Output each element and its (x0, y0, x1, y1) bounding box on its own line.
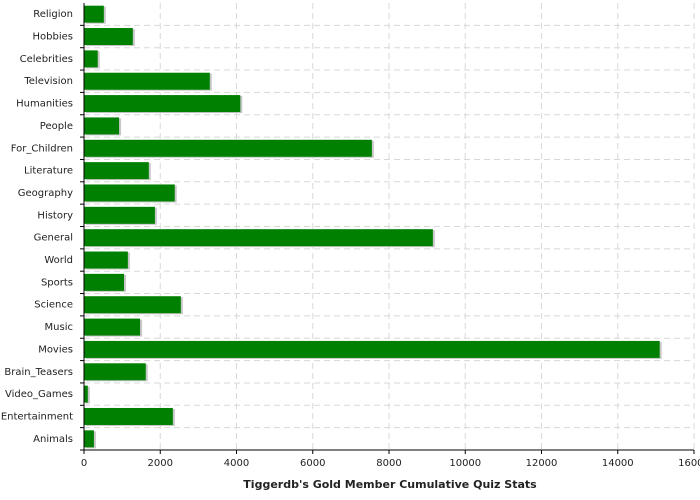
y-tick-label: Sports (41, 277, 73, 288)
bar (84, 363, 146, 381)
y-tick-label: Entertainment (1, 411, 73, 422)
bar (84, 184, 175, 202)
bar (84, 5, 104, 23)
bar (84, 95, 241, 113)
x-tick-label: 14000 (602, 458, 634, 469)
x-tick-label: 16000 (678, 458, 700, 469)
y-tick-label: Science (34, 300, 73, 311)
y-tick-label: Geography (18, 188, 73, 199)
y-tick-label: Humanities (16, 99, 73, 110)
x-tick-label: 10000 (449, 458, 481, 469)
x-tick-label: 8000 (376, 458, 401, 469)
y-tick-label: Music (45, 322, 73, 333)
bar (84, 340, 660, 358)
bar (84, 407, 173, 425)
y-tick-label: Literature (24, 166, 73, 177)
bar (84, 318, 141, 336)
y-tick-label: Brain_Teasers (4, 367, 73, 378)
bar (84, 117, 120, 135)
y-tick-label: Hobbies (33, 32, 73, 43)
y-tick-label: Video_Games (5, 389, 73, 400)
x-tick-label: 12000 (526, 458, 558, 469)
y-tick-label: Celebrities (20, 54, 73, 65)
bar (84, 251, 128, 269)
bar (84, 72, 210, 90)
y-tick-label: World (44, 255, 73, 266)
bar (84, 229, 433, 247)
bar (84, 273, 125, 291)
bar (84, 162, 149, 180)
x-tick-label: 0 (81, 458, 87, 469)
y-tick-label: History (37, 210, 73, 221)
y-tick-label: For_Children (11, 143, 73, 154)
y-tick-label: Animals (33, 434, 73, 445)
bar (84, 430, 94, 448)
x-tick-label: 2000 (148, 458, 173, 469)
bar (84, 385, 88, 403)
bar (84, 50, 98, 68)
y-tick-label: Religion (33, 9, 73, 20)
x-tick-label: 6000 (300, 458, 325, 469)
bar (84, 296, 181, 314)
bar-shadow (86, 386, 90, 404)
y-tick-label: Movies (38, 344, 73, 355)
bar (84, 28, 133, 46)
chart-title: Tiggerdb's Gold Member Cumulative Quiz S… (243, 478, 537, 491)
x-tick-label: 4000 (224, 458, 249, 469)
y-tick-label: People (40, 121, 73, 132)
bar (84, 206, 155, 224)
bar (84, 139, 372, 157)
y-tick-label: Television (23, 76, 73, 87)
y-tick-label: General (34, 233, 73, 244)
